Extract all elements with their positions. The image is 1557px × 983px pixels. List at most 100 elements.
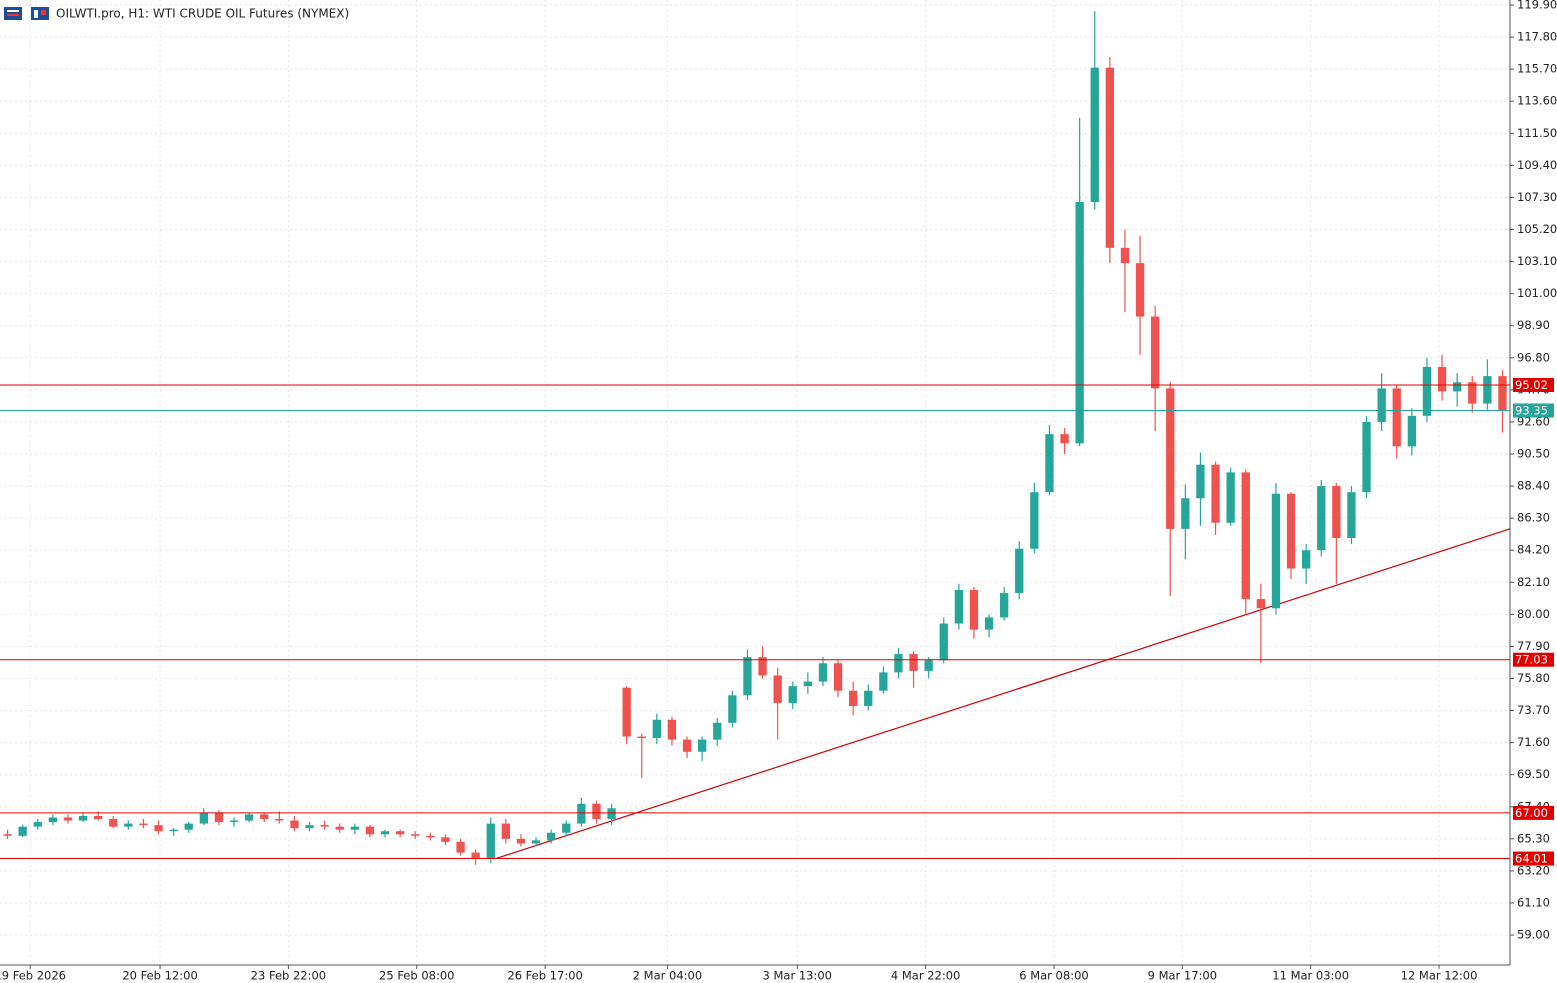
price-tag-label: 93.35 (1515, 403, 1548, 417)
y-tick-label: 107.30 (1517, 190, 1557, 204)
x-tick-label: 23 Feb 22:00 (251, 969, 326, 983)
y-tick-label: 92.60 (1517, 414, 1550, 428)
candle-body (124, 823, 133, 827)
y-tick-label: 111.50 (1517, 126, 1557, 140)
candle-body (1437, 366, 1447, 392)
price-tag-label: 77.03 (1515, 653, 1548, 667)
y-tick-label: 75.80 (1517, 671, 1550, 685)
candle-body (803, 681, 813, 687)
y-tick-label: 59.00 (1517, 928, 1550, 942)
y-tick-label: 119.90 (1517, 0, 1557, 12)
x-tick-label: 12 Mar 12:00 (1401, 969, 1478, 983)
candle-body (1241, 472, 1250, 600)
y-tick-label: 109.40 (1517, 158, 1557, 172)
candle-body (1422, 366, 1432, 416)
candle-body (305, 825, 314, 829)
candle-body (1498, 376, 1507, 411)
candle-body (290, 820, 299, 829)
candle-body (1105, 67, 1115, 248)
candle-body (244, 814, 254, 821)
y-tick-label: 103.10 (1517, 254, 1557, 268)
candle-body (199, 812, 209, 824)
candle-body (33, 822, 42, 827)
trendline (495, 528, 1511, 860)
candle-body (1362, 421, 1371, 493)
candle-body (365, 826, 375, 835)
candle-body (1226, 472, 1235, 523)
candle-body (833, 663, 843, 691)
candle-body (1090, 67, 1099, 203)
candle-body (999, 592, 1009, 618)
candle-body (335, 826, 344, 830)
candle-body (864, 690, 873, 706)
y-tick-label: 115.70 (1517, 62, 1557, 76)
candle-body (1317, 486, 1326, 551)
y-tick-label: 98.90 (1517, 318, 1550, 332)
candle-body (637, 736, 646, 739)
candle-body (1045, 434, 1054, 493)
y-tick-label: 88.40 (1517, 479, 1550, 493)
candle-body (63, 817, 73, 821)
symbol-icons (4, 7, 49, 20)
price-tag-label: 67.00 (1515, 806, 1548, 820)
candle-body (501, 823, 511, 839)
candle-body (1181, 498, 1190, 529)
candle-body (48, 817, 58, 823)
candle-body (1301, 550, 1311, 569)
y-tick-label: 80.00 (1517, 607, 1550, 621)
y-tick-label: 69.50 (1517, 767, 1550, 781)
candle-body (1120, 247, 1130, 264)
candle-body (1135, 263, 1145, 317)
y-tick-label: 77.90 (1517, 639, 1550, 653)
candle-body (682, 739, 692, 752)
candle-body (1060, 434, 1069, 444)
candle-body (3, 834, 12, 836)
candle-body (984, 617, 994, 630)
x-tick-label: 20 Feb 12:00 (122, 969, 197, 983)
candle-body (1211, 464, 1220, 523)
candle-body (1015, 548, 1024, 593)
candle-body (139, 823, 148, 826)
x-tick-label: 11 Mar 03:00 (1272, 969, 1349, 983)
candle-body (1483, 376, 1492, 404)
y-tick-label: 61.10 (1517, 895, 1550, 909)
candle-body (426, 835, 435, 838)
y-tick-label: 101.00 (1517, 286, 1557, 300)
candle-body (969, 589, 979, 630)
x-tick-label: 2 Mar 04:00 (633, 969, 702, 983)
candle-body (743, 657, 752, 696)
candle-body (1150, 316, 1160, 389)
price-tag-label: 64.01 (1515, 852, 1548, 866)
y-tick-label: 90.50 (1517, 447, 1550, 461)
candle-body (562, 823, 571, 833)
chart-title: OILWTI.pro, H1: WTI CRUDE OIL Futures (N… (56, 7, 349, 21)
price-tag (1513, 377, 1554, 392)
y-tick-label: 82.10 (1517, 575, 1550, 589)
candle-body (1256, 599, 1266, 609)
candle-body (546, 832, 556, 841)
candle-body (894, 654, 903, 673)
candle-body (184, 823, 193, 830)
candle-body (728, 695, 737, 723)
candle-body (78, 815, 88, 821)
candle-body (788, 686, 797, 703)
candle-body (818, 663, 828, 682)
y-tick-label: 86.30 (1517, 511, 1550, 525)
x-tick-label: 3 Mar 13:00 (763, 969, 832, 983)
candle-body (18, 826, 27, 836)
candle-body (531, 840, 541, 844)
candle-body (169, 829, 178, 832)
candle-body (1075, 202, 1084, 444)
candle-body (1196, 464, 1205, 499)
candle-body (879, 672, 888, 691)
candle-body (773, 675, 782, 703)
candle-body (1407, 415, 1417, 447)
candle-body (395, 831, 405, 835)
candle-body (229, 820, 239, 823)
candle-body (350, 826, 360, 830)
y-tick-label: 73.70 (1517, 703, 1550, 717)
candle-body (441, 837, 450, 842)
candle-body (109, 819, 118, 827)
